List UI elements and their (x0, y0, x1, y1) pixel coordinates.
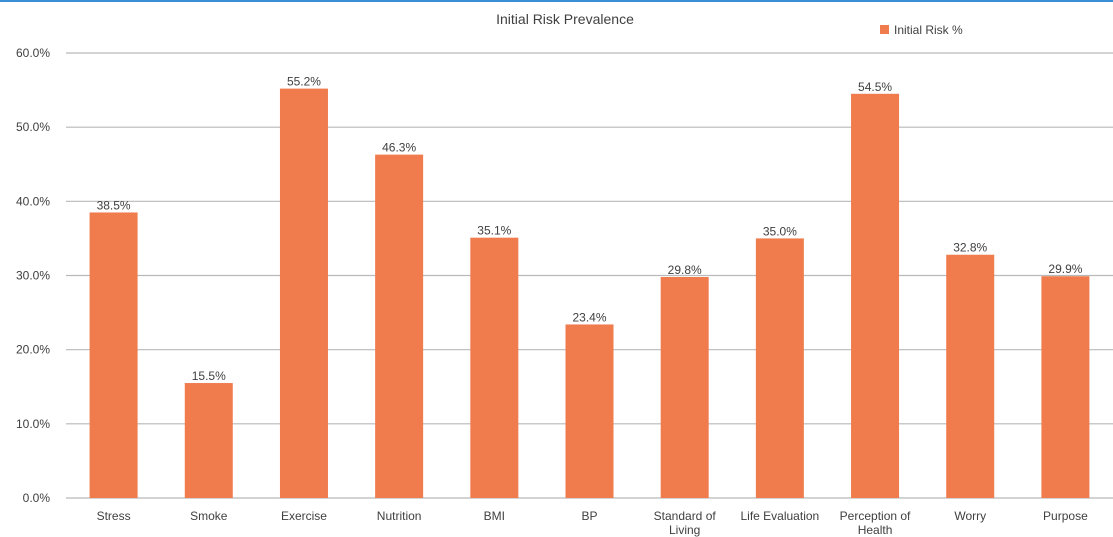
x-category-label: Standard of Living (654, 509, 717, 537)
y-tick-label: 10.0% (16, 417, 50, 431)
data-label: 23.4% (572, 310, 606, 324)
top-accent-rule (0, 0, 1113, 2)
x-category-label: BMI (484, 509, 505, 523)
legend-swatch (880, 25, 889, 34)
bar (470, 237, 519, 499)
legend: Initial Risk % (880, 23, 963, 37)
data-label: 32.8% (953, 241, 987, 255)
data-label: 46.3% (382, 141, 416, 155)
x-category-label: Worry (954, 509, 986, 523)
y-tick-label: 40.0% (16, 194, 50, 208)
data-label: 54.5% (858, 80, 892, 94)
bar (851, 93, 900, 499)
x-axis-categories: Stress Smoke Exercise Nutrition BMI BP Standar… (97, 509, 1088, 537)
bar (755, 238, 804, 498)
data-label: 38.5% (97, 198, 131, 212)
bar (375, 154, 424, 498)
bar (660, 276, 709, 498)
data-label: 35.1% (477, 224, 511, 238)
bar (946, 254, 995, 498)
bars (89, 88, 1090, 499)
x-category-label: BP (581, 509, 597, 523)
y-tick-label: 0.0% (23, 491, 51, 505)
data-label: 55.2% (287, 75, 321, 89)
x-category-label: Nutrition (377, 509, 422, 523)
y-axis-ticks: 0.0% 10.0% 20.0% 30.0% 40.0% 50.0% 60.0% (16, 46, 50, 505)
bar (279, 88, 328, 498)
data-label: 35.0% (763, 224, 797, 238)
chart-title: Initial Risk Prevalence (496, 11, 634, 27)
y-tick-label: 60.0% (16, 46, 50, 60)
data-label: 15.5% (192, 369, 226, 383)
data-label: 29.9% (1048, 262, 1082, 276)
y-tick-label: 50.0% (16, 120, 50, 134)
data-label: 29.8% (668, 263, 702, 277)
bar (89, 212, 138, 499)
y-tick-label: 20.0% (16, 343, 50, 357)
legend-label: Initial Risk % (894, 23, 963, 37)
x-category-label: Stress (97, 509, 131, 523)
bar (184, 383, 233, 498)
bar (565, 324, 614, 498)
x-category-label: Smoke (190, 509, 228, 523)
x-category-label: Life Evaluation (740, 509, 819, 523)
x-category-label: Exercise (281, 509, 327, 523)
bar (1041, 276, 1090, 498)
x-category-label: Perception of Health (840, 509, 911, 537)
data-labels: 38.5% 15.5% 55.2% 46.3% 35.1% 23.4% 29.8% 35.0%… (97, 75, 1083, 383)
gridlines (66, 52, 1113, 499)
x-category-label: Purpose (1043, 509, 1088, 523)
y-tick-label: 30.0% (16, 269, 50, 283)
